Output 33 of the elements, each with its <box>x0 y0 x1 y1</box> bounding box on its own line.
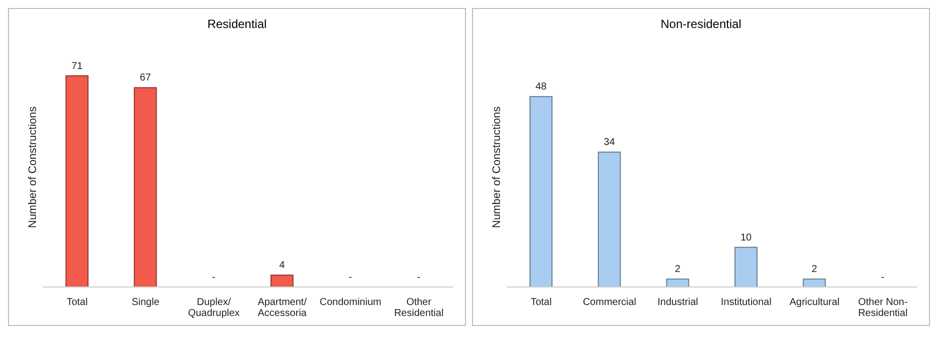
y-axis-title: Number of Constructions <box>26 106 39 228</box>
x-tick-label: Other Residential <box>394 297 444 319</box>
data-label: - <box>880 272 884 283</box>
bar <box>530 96 552 287</box>
data-label: - <box>212 272 216 283</box>
x-tick-label: Total <box>530 297 552 308</box>
data-label: 48 <box>535 82 547 93</box>
x-tick-label: Commercial <box>582 297 636 308</box>
bar <box>666 278 690 287</box>
data-label: - <box>348 272 352 283</box>
bar <box>734 246 758 287</box>
x-tick-label: Condominium <box>320 297 382 308</box>
x-tick-label: Total <box>66 297 88 308</box>
data-label: 71 <box>71 60 83 72</box>
y-axis-title: Number of Constructions <box>490 106 503 228</box>
data-label: 4 <box>279 260 286 272</box>
data-label: 2 <box>812 264 818 276</box>
x-tick-label: Institutional <box>720 297 772 308</box>
bar <box>598 152 621 287</box>
data-label: 67 <box>140 72 152 84</box>
chart-title: Residential <box>206 17 268 31</box>
chart-title: Non-residential <box>660 17 742 31</box>
x-tick-label: Single <box>132 297 160 308</box>
x-tick-label: Duplex/ Quadruplex <box>188 297 240 319</box>
x-tick-label: Apartment/ Accessoria <box>258 297 308 319</box>
bar <box>802 278 826 287</box>
x-tick-label: Other Non- Residential <box>858 297 908 319</box>
x-tick-label: Agricultural <box>789 297 840 308</box>
data-label: 10 <box>740 232 752 244</box>
x-tick-label: Industrial <box>658 297 698 308</box>
data-label: 2 <box>674 264 681 276</box>
data-label: - <box>416 272 420 283</box>
data-label: 34 <box>604 137 616 148</box>
